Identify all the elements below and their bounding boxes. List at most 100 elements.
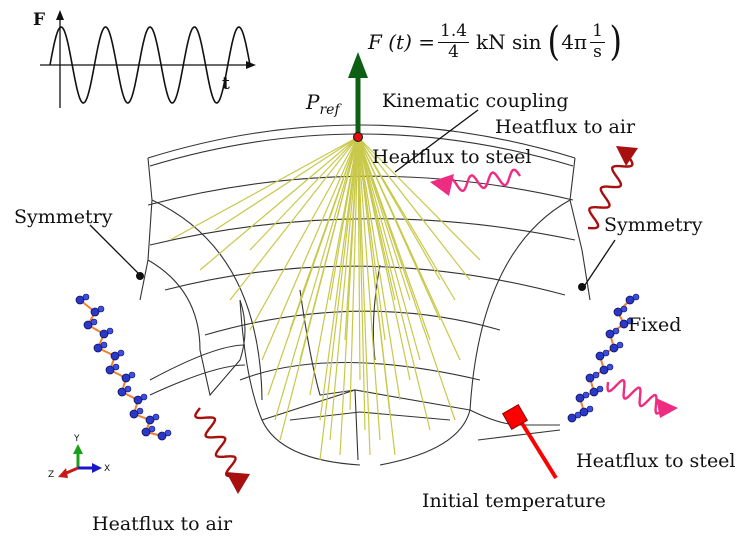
left-side-wall	[139, 157, 153, 301]
coupling-line	[357, 136, 371, 456]
coupling-line	[357, 136, 396, 456]
label-heatflux-air-top: Heatflux to air	[495, 116, 636, 138]
coupling-line	[357, 136, 471, 281]
bc-symbol	[128, 371, 136, 379]
coupling-line	[357, 136, 441, 281]
bc-symbol	[567, 413, 577, 423]
bc-symbol	[93, 343, 103, 353]
bc-symbol	[136, 407, 144, 415]
initial-temperature-marker	[502, 404, 558, 480]
bowl-left-edge	[239, 299, 361, 466]
coupling-line	[357, 136, 461, 361]
bc-symbol	[105, 365, 115, 375]
coupling-line	[357, 136, 366, 431]
formula-arg-fraction: 1 s	[590, 22, 605, 62]
heatflux-steel-top-wave	[444, 168, 521, 192]
coupling-line	[214, 136, 359, 231]
bc-symbol	[99, 329, 109, 339]
coupling-line	[299, 136, 359, 301]
coupling-line	[349, 136, 359, 411]
triad-z-label: Z	[48, 470, 55, 480]
bc-symbol	[585, 373, 595, 383]
bc-symbol	[75, 295, 85, 305]
bc-symbol	[620, 305, 628, 313]
coupling-line	[229, 136, 359, 301]
bc-symbol	[112, 363, 120, 371]
bc-symbol	[117, 387, 127, 397]
bc-symbol	[595, 351, 605, 361]
coupling-line	[199, 136, 359, 271]
bc-symbol	[589, 387, 599, 397]
bc-symbol	[609, 343, 619, 353]
label-heatflux-steel-top: Heatflux to steel	[372, 146, 532, 168]
load-arrow	[348, 52, 368, 136]
bc-symbol	[133, 395, 143, 405]
formula-open-paren: (	[547, 19, 560, 65]
bc-symbol	[141, 427, 151, 437]
heatflux-air-bottom-arrowhead	[226, 472, 250, 494]
kinematic-coupling-lines	[169, 136, 481, 461]
coupling-line	[249, 136, 359, 331]
heatflux-air-top-wave	[587, 155, 634, 230]
leader-symmetry-left	[89, 224, 141, 276]
label-initial-temperature: Initial temperature	[422, 490, 606, 512]
left-bay-curve	[151, 199, 263, 401]
triad-x-label: X	[104, 464, 111, 474]
coupling-line	[261, 136, 359, 361]
inset-sine-wave	[49, 26, 251, 104]
bc-symbol	[82, 293, 90, 301]
formula-close-paren: )	[609, 19, 622, 65]
ref-point-subscript: ref	[319, 102, 340, 118]
bc-symbol	[148, 425, 156, 433]
coupling-line	[357, 136, 401, 401]
right-lip	[477, 429, 561, 441]
coupling-line	[344, 136, 359, 341]
ring-4	[204, 310, 501, 336]
bc-symbol	[626, 317, 634, 325]
inset-x-label: t	[222, 74, 230, 94]
leader-symmetry-right	[584, 239, 616, 286]
formula-unit: kN sin	[476, 30, 542, 54]
coupling-line	[357, 136, 411, 301]
right-side-wall	[569, 157, 591, 301]
reference-point	[353, 132, 363, 142]
formula-lhs: F (t) =	[368, 30, 435, 54]
coupling-line	[357, 136, 381, 441]
label-symmetry-right: Symmetry	[604, 214, 703, 236]
bc-symbol	[157, 431, 167, 441]
bc-symbol	[152, 413, 160, 421]
bc-symbol	[140, 393, 148, 401]
label-heatflux-air-bottom: Heatflux to air	[92, 513, 233, 535]
bowl-left-ridge	[299, 289, 356, 396]
bc-symbol	[100, 341, 108, 349]
force-time-inset	[40, 10, 256, 108]
bc-symbol	[106, 327, 114, 335]
leader-kinematic-coupling	[394, 109, 479, 173]
coupling-line	[329, 136, 359, 301]
part-mesh	[139, 124, 591, 466]
load-arrowhead	[348, 52, 368, 78]
inset-y-arrowhead	[56, 10, 64, 20]
bc-symbol	[606, 363, 614, 371]
formula-arg-prefix: 4π	[561, 30, 588, 54]
bc-symbol	[605, 329, 615, 339]
bowl-bottom-ring	[289, 411, 451, 421]
coupling-line	[169, 136, 359, 241]
coupling-line	[357, 136, 456, 421]
heatflux-air-top-arrowhead	[616, 146, 638, 166]
coupling-line	[357, 136, 421, 361]
formula-arg-den: s	[593, 41, 602, 62]
bc-symbol	[124, 385, 132, 393]
heatflux-steel-right-arrowhead	[656, 398, 678, 418]
bc-symbol	[616, 341, 624, 349]
label-kinematic-coupling: Kinematic coupling	[382, 90, 569, 112]
bc-symbol	[110, 351, 120, 361]
left-flange	[147, 259, 246, 397]
coupling-line	[329, 136, 359, 441]
bowl-rim	[261, 389, 471, 421]
ring-3	[164, 265, 566, 296]
right-bay-curve	[379, 199, 571, 466]
bc-symbol	[582, 391, 590, 399]
